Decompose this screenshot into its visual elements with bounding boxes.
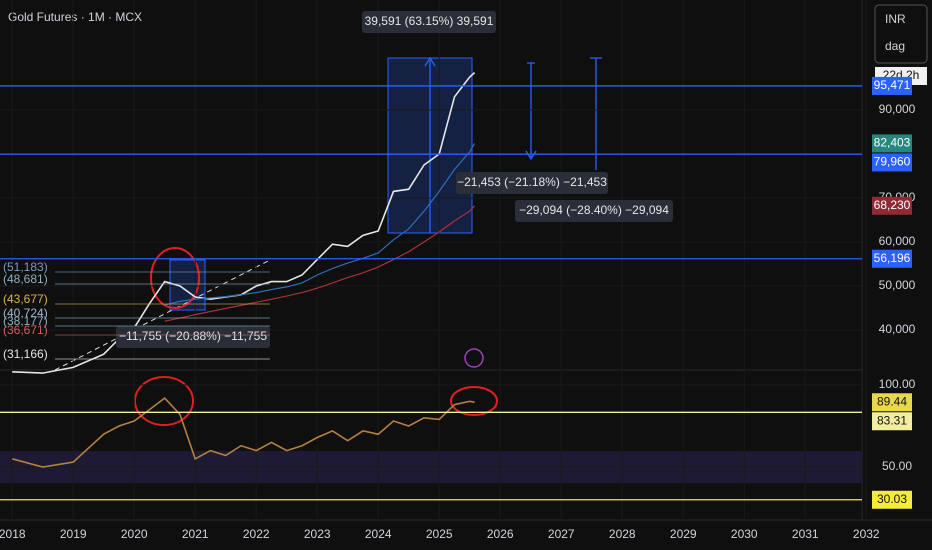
level-tag [872,412,912,431]
circle [150,247,200,309]
level-tag [872,76,912,95]
annotation-box [456,172,608,194]
x-tick-label: 2032 [853,527,880,541]
fib-label: (40,724) [3,306,48,320]
level-tag [872,134,912,153]
level-label: 89.44 [877,394,907,408]
x-tick-label: 2029 [670,527,697,541]
y-tick-label: 50.00 [882,459,912,473]
x-tick-label: 2028 [609,527,636,541]
currency-box[interactable] [874,4,928,64]
series-line [11,397,475,468]
fib-label: (38,177) [3,314,48,328]
annotation-box [116,326,270,348]
title: Gold Futures · 1M · MCX [8,10,142,24]
level-label: 82,403 [874,136,911,150]
level-label: 56,196 [874,251,911,265]
x-tick-label: 2018 [0,527,26,541]
x-tick-label: 2025 [426,527,453,541]
annotation: −29,094 (−28.40%) −29,094 [519,203,669,217]
level-label: 79,960 [874,155,911,169]
x-tick-label: 2027 [548,527,575,541]
y-tick-label: 40,000 [879,322,916,336]
fib-label: (51,183) [3,260,48,274]
x-tick-label: 2019 [60,527,87,541]
highlight-circles [134,247,498,426]
trend-line [54,259,271,371]
annotation-box [515,200,673,222]
x-tick-label: 2026 [487,527,514,541]
alert-icon[interactable] [464,348,484,368]
x-tick-label: 2020 [121,527,148,541]
y-tick-label: 100.00 [879,377,916,391]
level-tag [872,490,912,509]
level-tag [872,196,912,215]
circle [450,386,498,416]
y-tick-label: 60,000 [879,234,916,248]
fib-label: (43,677) [3,292,48,306]
y-tick-label: 90,000 [879,102,916,116]
circle [134,376,194,426]
x-tick-label: 2023 [304,527,331,541]
fib-label: (36,671) [3,323,48,337]
level-label: 30.03 [877,492,907,506]
x-tick-label: 2030 [731,527,758,541]
x-tick-label: 2024 [365,527,392,541]
currency: INR [885,12,906,26]
level-label: 95,471 [874,78,911,92]
level-tag [872,393,912,412]
x-tick-label: 2031 [792,527,819,541]
annotation-box [362,11,496,33]
level-tag [872,153,912,172]
annotation: −11,755 (−20.88%) −11,755 [119,329,267,343]
series-line [164,143,476,306]
fib-label: (48,681) [3,272,48,286]
fib-label: (31,166) [3,347,48,361]
x-tick-label: 2021 [182,527,209,541]
annotation: −21,453 (−21.18%) −21,453 [457,175,607,189]
level-tag [872,249,912,268]
arrow-down-2 [590,57,602,170]
unit: dag [885,39,905,53]
level-label: 68,230 [874,198,911,212]
x-tick-label: 2022 [243,527,270,541]
annotation: 39,591 (63.15%) 39,591 [365,14,494,28]
series-line [164,205,476,322]
level-label: 83.31 [877,413,907,427]
y-tick-label: 50,000 [879,278,916,292]
